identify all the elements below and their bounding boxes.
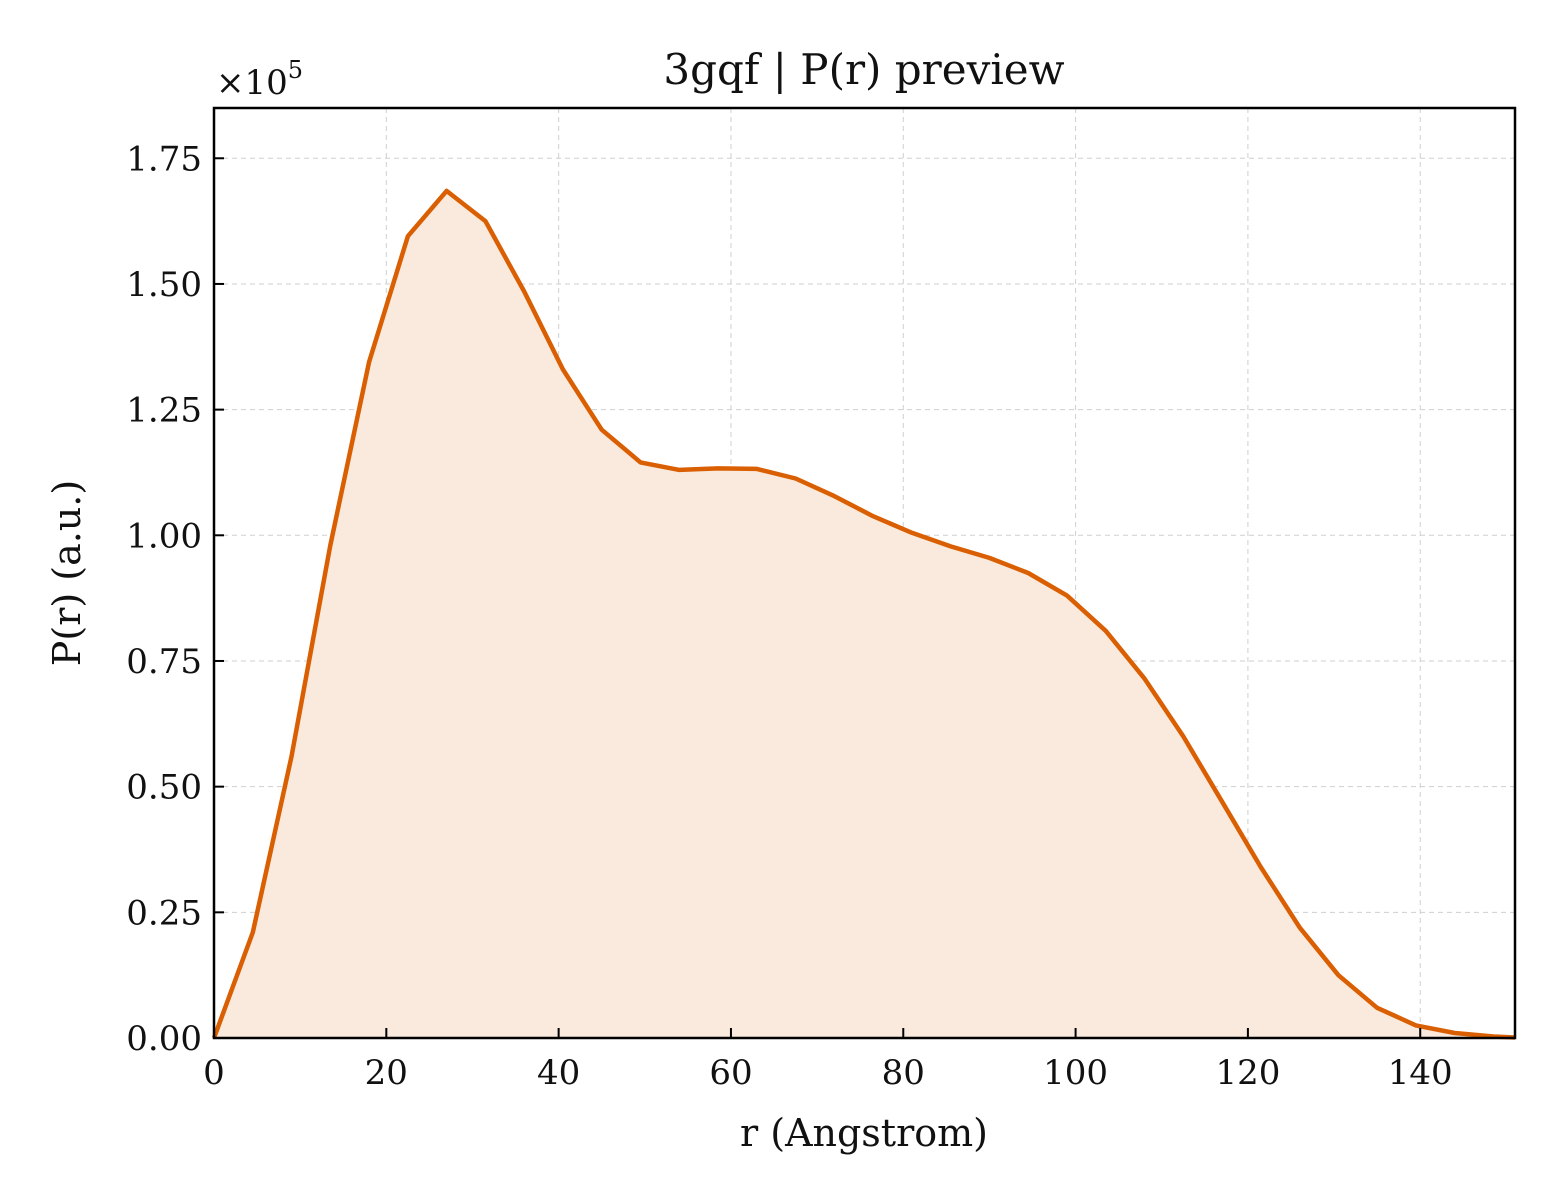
y-multiplier: ×105 [216, 56, 303, 103]
series-area-fill [214, 190, 1515, 1038]
x-tick-label: 100 [1043, 1053, 1108, 1093]
x-tick-label: 0 [203, 1053, 225, 1093]
y-tick-label: 0.75 [126, 642, 202, 682]
y-multiplier-base: ×10 [216, 63, 288, 103]
y-axis-label: P(r) (a.u.) [45, 480, 89, 666]
x-tick-label: 60 [709, 1053, 752, 1093]
series-line [211, 188, 1516, 1040]
y-tick-label: 1.00 [126, 516, 202, 556]
x-tick-label: 140 [1388, 1053, 1453, 1093]
y-tick-label: 0.00 [126, 1019, 202, 1059]
x-tick-label: 40 [537, 1053, 580, 1093]
chart-title: 3gqf | P(r) preview [663, 45, 1064, 94]
x-tick-label: 120 [1215, 1053, 1280, 1093]
plot-frame [212, 106, 1517, 1040]
y-tick-label: 1.75 [126, 139, 202, 179]
y-tick-label: 1.50 [126, 265, 202, 305]
y-tick-label: 1.25 [126, 391, 202, 431]
y-tick-label: 0.25 [126, 893, 202, 933]
x-axis-label: r (Angstrom) [740, 1111, 988, 1155]
y-multiplier-exponent: 5 [288, 56, 303, 84]
y-tick-label: 0.50 [126, 768, 202, 808]
axis-ticks [213, 157, 1422, 1039]
x-tick-label: 80 [882, 1053, 925, 1093]
x-tick-label: 20 [365, 1053, 408, 1093]
